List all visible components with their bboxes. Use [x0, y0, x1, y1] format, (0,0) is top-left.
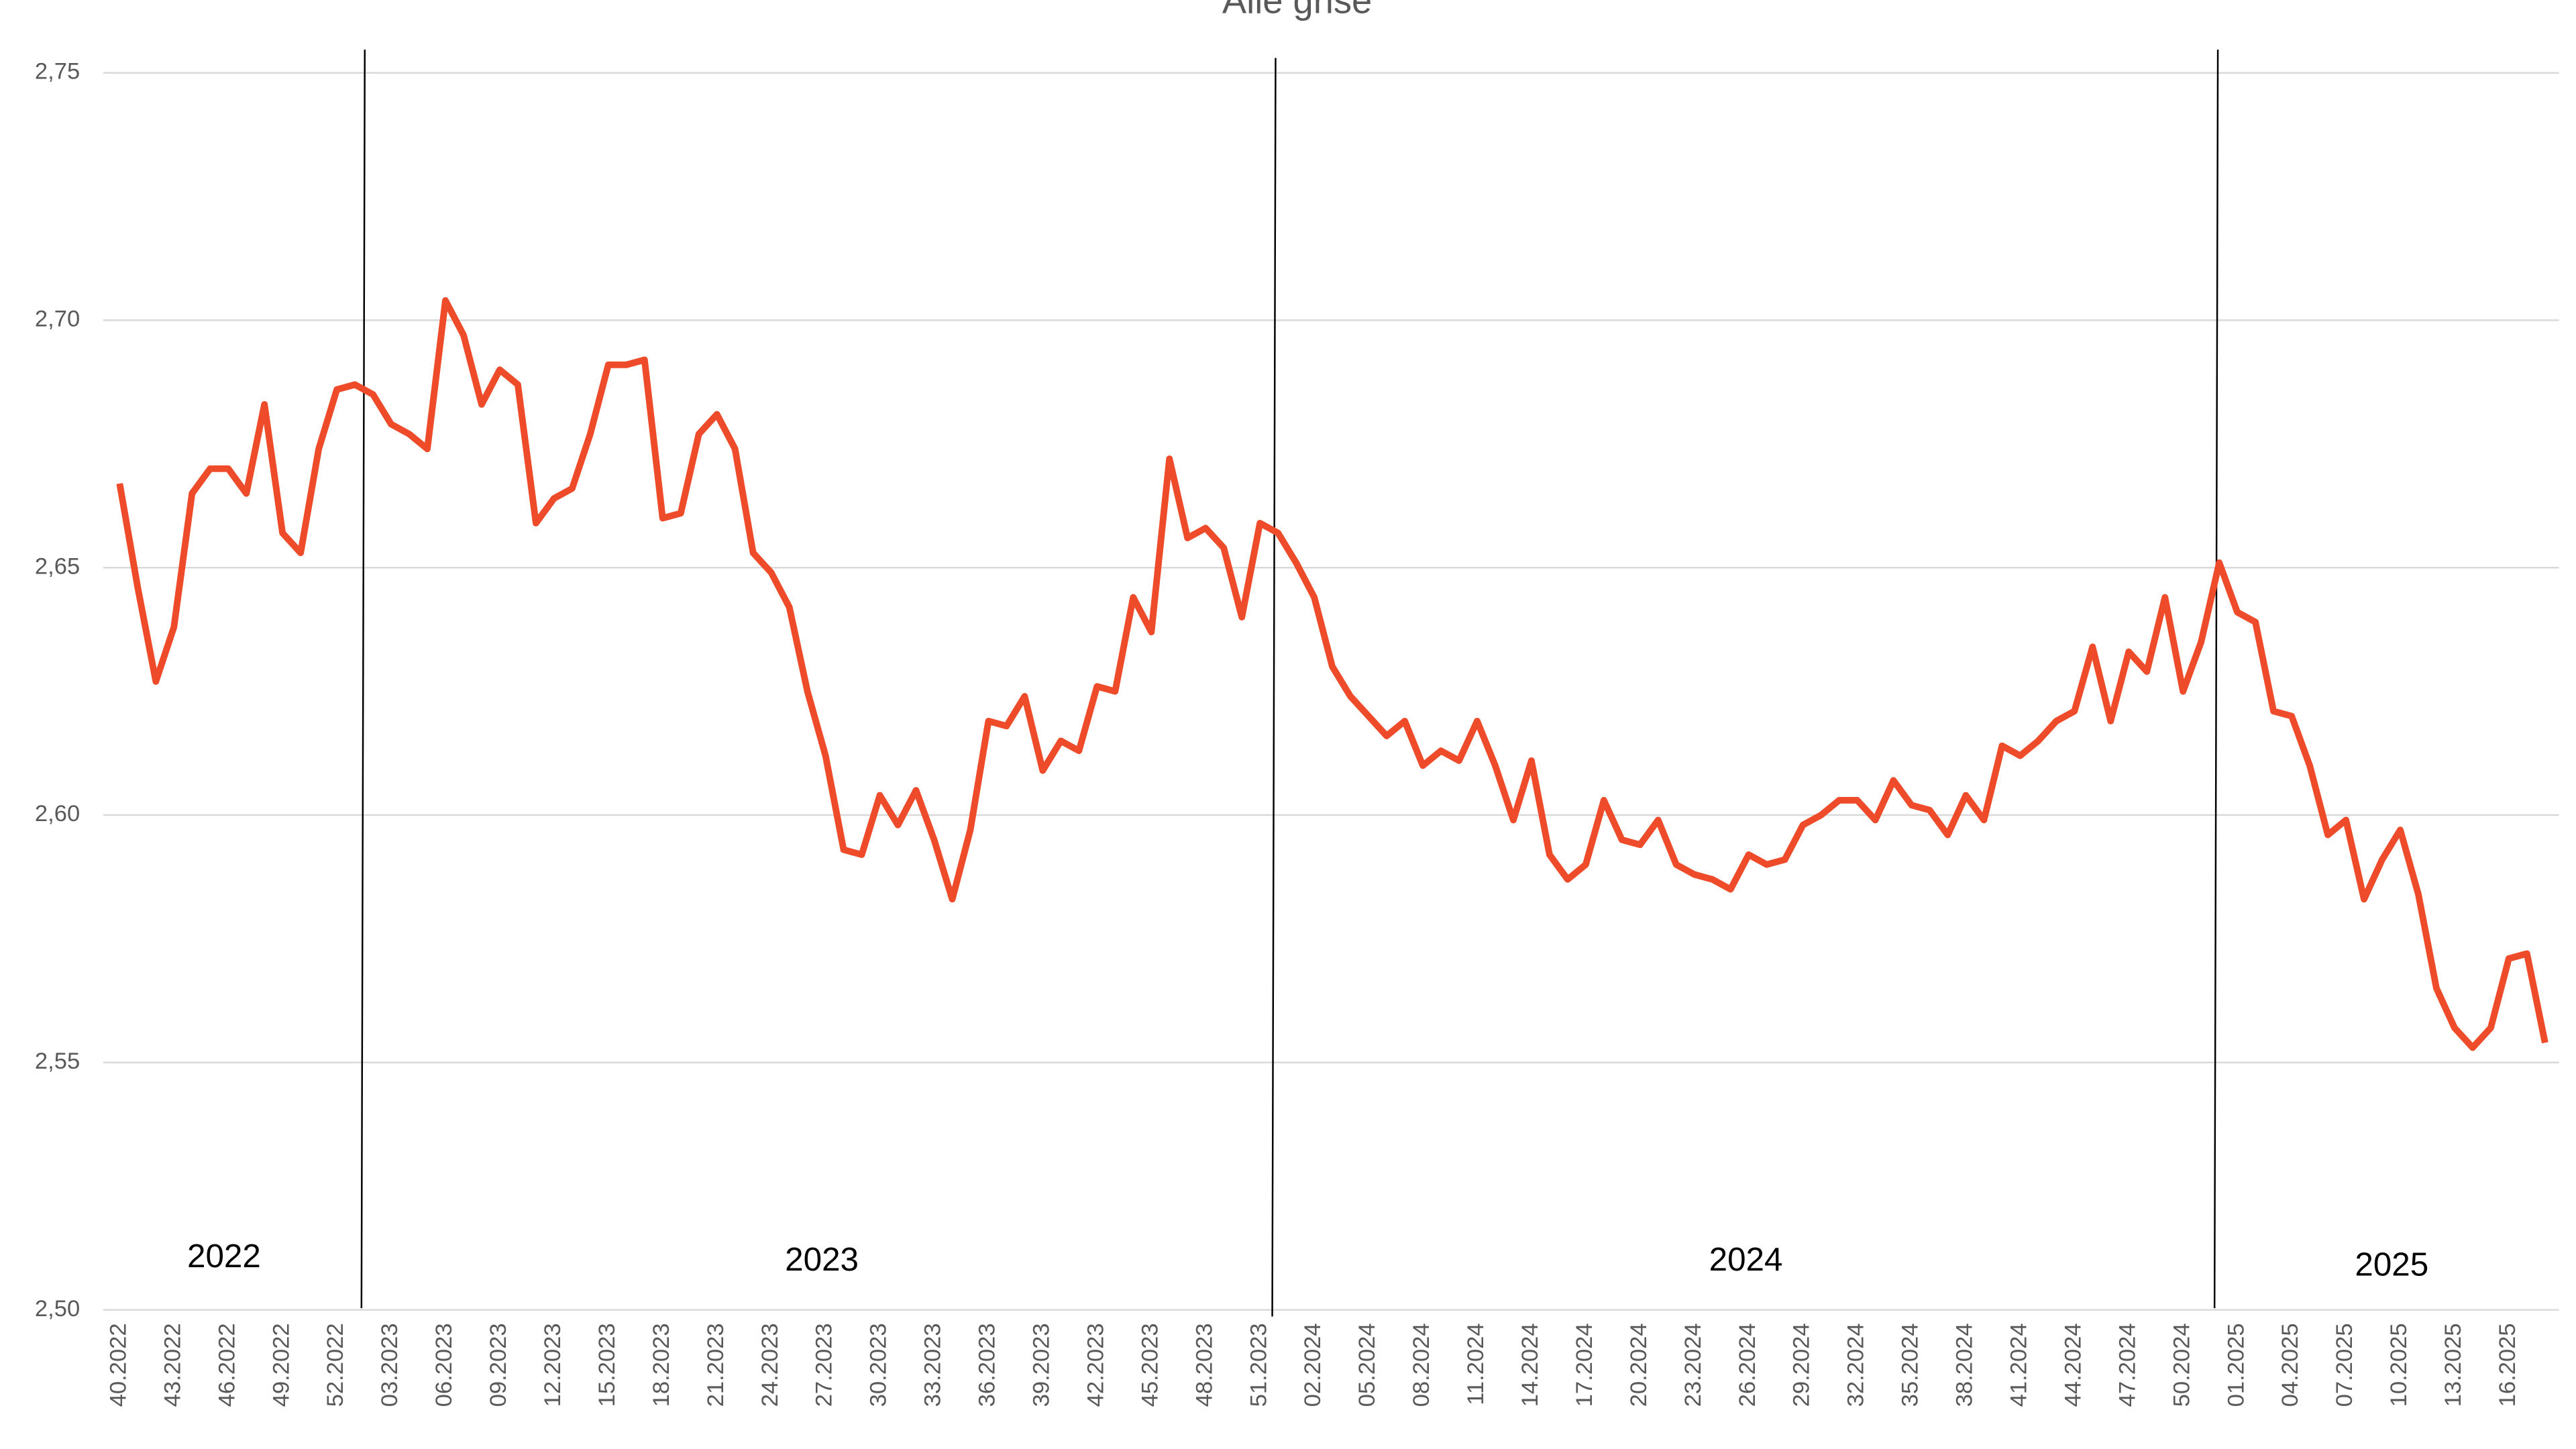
x-tick-label: 02.2024 [1300, 1323, 1326, 1407]
year-divider [1271, 58, 1277, 1317]
x-tick-label: 24.2023 [757, 1323, 783, 1407]
x-tick-label: 49.2022 [268, 1323, 294, 1407]
x-tick-label: 33.2023 [920, 1323, 946, 1407]
x-tick-label: 18.2023 [649, 1323, 674, 1407]
x-tick-label: 30.2023 [866, 1323, 892, 1407]
x-tick-label: 48.2023 [1191, 1323, 1217, 1407]
x-tick-label: 04.2025 [2277, 1323, 2303, 1407]
x-tick-label: 01.2025 [2223, 1323, 2249, 1407]
x-tick-label: 32.2024 [1843, 1323, 1869, 1407]
x-tick-label: 15.2023 [594, 1323, 620, 1407]
year-divider [2213, 50, 2219, 1309]
data-line [116, 297, 2548, 1051]
x-tick-label: 26.2024 [1735, 1323, 1760, 1407]
x-tick-label: 52.2022 [323, 1323, 348, 1407]
x-tick-label: 05.2024 [1354, 1323, 1380, 1407]
x-tick-label: 03.2023 [377, 1323, 402, 1407]
x-tick-label: 07.2025 [2332, 1323, 2357, 1407]
x-tick-label: 10.2025 [2386, 1323, 2412, 1407]
year-label: 2023 [785, 1241, 859, 1278]
y-tick-label: 2,55 [35, 1049, 80, 1074]
x-tick-label: 16.2025 [2495, 1323, 2520, 1407]
year-divider [360, 50, 366, 1309]
x-tick-label: 35.2024 [1898, 1323, 1923, 1407]
x-tick-label: 36.2023 [975, 1323, 1000, 1407]
x-tick-label: 29.2024 [1789, 1323, 1815, 1407]
x-tick-label: 23.2024 [1680, 1323, 1706, 1407]
x-tick-label: 08.2024 [1409, 1323, 1434, 1407]
x-tick-label: 43.2022 [160, 1323, 185, 1407]
x-tick-label: 21.2023 [703, 1323, 729, 1407]
chart-title: Alle grise [1222, 0, 1372, 21]
x-tick-label: 17.2024 [1572, 1323, 1597, 1407]
x-tick-label: 20.2024 [1626, 1323, 1652, 1407]
grid [103, 72, 2559, 1311]
x-tick-label: 41.2024 [2006, 1323, 2032, 1407]
x-tick-label: 46.2022 [214, 1323, 239, 1407]
x-tick-label: 38.2024 [1952, 1323, 1978, 1407]
y-tick-label: 2,70 [35, 307, 80, 332]
x-tick-label: 09.2023 [486, 1323, 511, 1407]
y-tick-label: 2,50 [35, 1296, 80, 1322]
x-tick-label: 51.2023 [1246, 1323, 1271, 1407]
x-tick-label: 39.2023 [1029, 1323, 1055, 1407]
year-label: 2024 [1709, 1241, 1783, 1278]
x-tick-label: 06.2023 [431, 1323, 457, 1407]
year-label: 2025 [2355, 1246, 2428, 1283]
x-tick-label: 47.2024 [2114, 1323, 2140, 1407]
y-tick-label: 2,75 [35, 59, 80, 85]
x-tick-label: 14.2024 [1517, 1323, 1543, 1407]
y-tick-label: 2,65 [35, 553, 80, 579]
x-tick-label: 50.2024 [2169, 1323, 2194, 1407]
x-tick-label: 11.2024 [1463, 1323, 1489, 1405]
x-tick-label: 42.2023 [1083, 1323, 1108, 1407]
x-tick-label: 12.2023 [540, 1323, 566, 1407]
x-tick-label: 13.2025 [2440, 1323, 2466, 1407]
y-tick-label: 2,60 [35, 801, 80, 826]
year-label: 2022 [187, 1238, 261, 1275]
x-tick-label: 45.2023 [1137, 1323, 1163, 1407]
x-tick-label: 27.2023 [812, 1323, 837, 1407]
x-tick-label: 44.2024 [2060, 1323, 2086, 1407]
x-tick-label: 40.2022 [105, 1323, 131, 1407]
